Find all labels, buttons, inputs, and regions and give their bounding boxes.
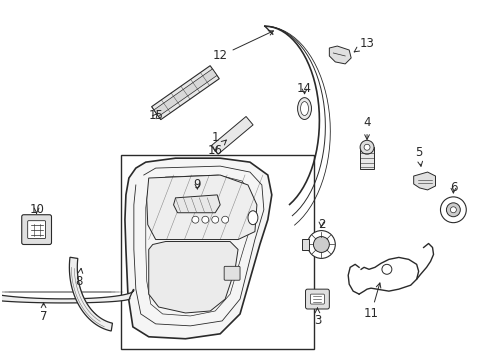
Polygon shape: [154, 69, 217, 116]
Bar: [301, 239, 309, 251]
Circle shape: [449, 207, 455, 213]
Text: 4: 4: [363, 116, 370, 139]
Circle shape: [440, 197, 466, 223]
Bar: [359, 147, 373, 169]
Ellipse shape: [297, 98, 311, 120]
Circle shape: [211, 216, 218, 223]
Circle shape: [359, 140, 373, 154]
Text: 6: 6: [448, 181, 456, 194]
Polygon shape: [328, 46, 350, 64]
FancyBboxPatch shape: [305, 289, 328, 309]
Text: 14: 14: [296, 82, 311, 95]
Text: 7: 7: [40, 303, 47, 323]
Text: 9: 9: [193, 179, 201, 192]
FancyBboxPatch shape: [21, 215, 51, 244]
Text: 15: 15: [148, 109, 163, 122]
Polygon shape: [173, 195, 220, 213]
Text: 13: 13: [353, 37, 374, 52]
Polygon shape: [124, 158, 271, 339]
Polygon shape: [148, 242, 238, 313]
Text: 16: 16: [207, 140, 226, 157]
Polygon shape: [69, 257, 112, 331]
Circle shape: [191, 216, 199, 223]
Circle shape: [381, 264, 391, 274]
Ellipse shape: [300, 102, 308, 116]
Text: 2: 2: [317, 218, 325, 231]
Circle shape: [221, 216, 228, 223]
Polygon shape: [413, 172, 435, 190]
Polygon shape: [0, 289, 134, 303]
Polygon shape: [146, 175, 256, 239]
FancyBboxPatch shape: [224, 266, 240, 280]
Text: 3: 3: [313, 308, 321, 327]
Polygon shape: [151, 66, 219, 120]
Text: 1: 1: [211, 131, 219, 151]
Ellipse shape: [247, 211, 257, 225]
FancyBboxPatch shape: [310, 294, 324, 304]
Polygon shape: [211, 117, 253, 154]
Text: 5: 5: [414, 146, 422, 166]
Circle shape: [202, 216, 208, 223]
Circle shape: [364, 144, 369, 150]
Circle shape: [307, 231, 335, 258]
Text: 12: 12: [212, 31, 273, 63]
Text: 10: 10: [29, 203, 44, 216]
FancyBboxPatch shape: [28, 221, 45, 239]
Text: 8: 8: [76, 268, 83, 288]
Circle shape: [313, 237, 328, 252]
Text: 11: 11: [363, 283, 380, 320]
Circle shape: [446, 203, 459, 217]
Bar: [121, 155, 314, 349]
